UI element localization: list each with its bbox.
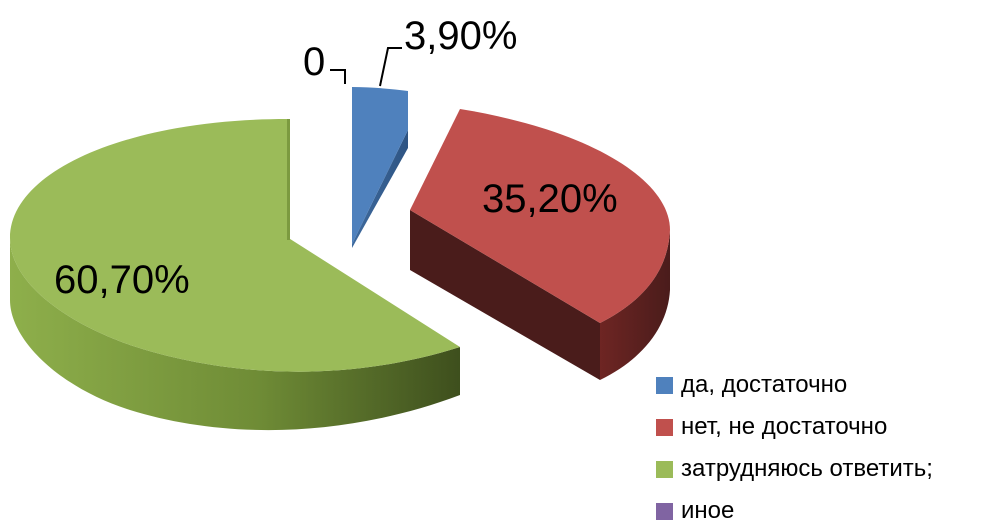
data-label-slice-3: 60,70%: [54, 258, 190, 302]
slice-2-side: [600, 230, 670, 380]
slice-1-top: [352, 87, 408, 244]
legend-label-yes: да, достаточно: [681, 371, 848, 398]
legend-swatch-yes: [656, 376, 673, 394]
slice-3-top: [10, 119, 460, 372]
leader-line-slice-1: [379, 47, 402, 87]
slice-3-side: [10, 238, 460, 431]
data-label-slice-2: 35,20%: [482, 177, 618, 221]
legend-item-other: иное: [656, 490, 992, 532]
legend-label-other: иное: [681, 497, 735, 524]
legend-item-yes: да, достаточно: [656, 364, 992, 406]
legend-swatch-no: [656, 418, 673, 436]
slice-3-edge: [287, 119, 290, 240]
legend: да, достаточно нет, не достаточно затруд…: [656, 364, 992, 532]
data-label-slice-4: 0: [303, 40, 325, 84]
data-label-slice-1: 3,90%: [404, 14, 517, 58]
legend-item-unsure: затрудняюсь ответить;: [656, 448, 992, 490]
legend-item-no: нет, не достаточно: [656, 406, 992, 448]
legend-label-no: нет, не достаточно: [681, 413, 888, 440]
legend-label-unsure: затрудняюсь ответить;: [681, 455, 933, 482]
slice-1: [352, 87, 408, 248]
legend-swatch-other: [656, 502, 673, 520]
slice-2-top: [410, 109, 670, 323]
legend-swatch-unsure: [656, 460, 673, 478]
leader-line-slice-4: [330, 69, 346, 84]
slice-2: [410, 109, 670, 380]
slice-2-cut: [410, 210, 600, 380]
slice-3: [10, 119, 460, 431]
slice-1-side: [352, 130, 408, 248]
